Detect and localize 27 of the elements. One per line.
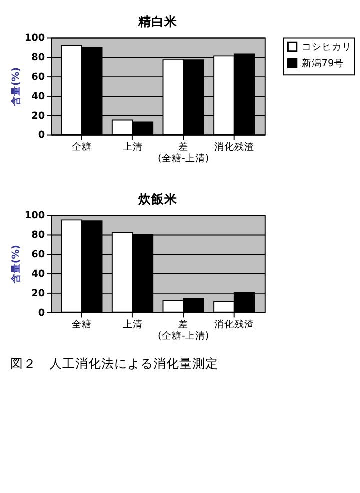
y-tick-label: 100 [24, 33, 46, 44]
x-tick-label: 上清 [122, 140, 143, 153]
y-tick-label: 100 [24, 210, 46, 222]
y-tick-label: 0 [38, 130, 46, 142]
chart-title: 精白米 [138, 14, 179, 30]
y-tick-label: 60 [32, 72, 46, 83]
y-axis-title: 含量(%) [10, 67, 22, 108]
x-tick-label: 全糖 [72, 140, 92, 153]
x-tick-label: 上清 [122, 318, 143, 330]
x-tick-label: 消化残渣 [214, 318, 254, 330]
x-tick-label: 差 (全糖-上清) [158, 140, 210, 164]
x-tick-label: 差 (全糖-上清) [158, 318, 210, 342]
x-tick-label: 消化残渣 [214, 140, 254, 153]
legend-label: コシヒカリ [302, 42, 352, 53]
y-tick-label: 60 [32, 250, 46, 261]
chart-title: 炊飯米 [138, 192, 179, 207]
caption: 図２ 人工消化法による消化量測定 [10, 356, 218, 372]
y-tick-label: 80 [32, 52, 46, 64]
y-tick-label: 40 [32, 91, 46, 102]
y-tick-label: 0 [38, 308, 46, 319]
legend-label: 新潟79号 [302, 57, 344, 70]
y-tick-label: 20 [32, 288, 46, 300]
y-axis-title: 含量(%) [10, 245, 22, 285]
y-tick-label: 80 [32, 230, 46, 242]
x-tick-label: 全糖 [72, 318, 92, 330]
y-tick-label: 40 [32, 268, 46, 280]
y-tick-label: 20 [32, 110, 46, 122]
